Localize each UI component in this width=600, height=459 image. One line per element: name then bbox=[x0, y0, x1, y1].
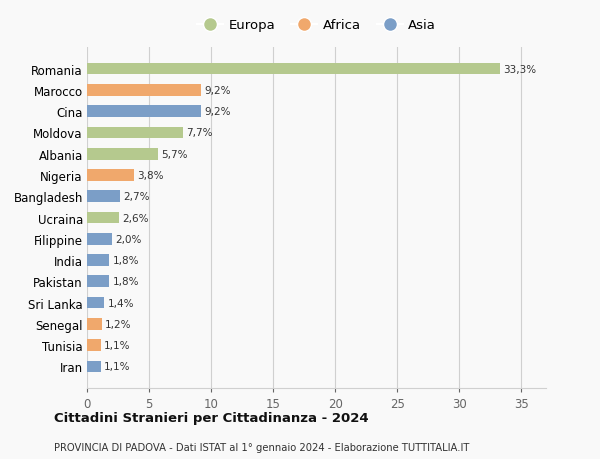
Text: 1,1%: 1,1% bbox=[104, 362, 130, 372]
Bar bbox=[87, 191, 121, 202]
Text: 33,3%: 33,3% bbox=[503, 64, 536, 74]
Text: 2,6%: 2,6% bbox=[122, 213, 149, 223]
Bar bbox=[87, 297, 104, 309]
Text: 1,2%: 1,2% bbox=[105, 319, 131, 329]
Bar bbox=[87, 318, 102, 330]
Text: 7,7%: 7,7% bbox=[185, 128, 212, 138]
Bar bbox=[87, 340, 101, 351]
Bar bbox=[87, 212, 119, 224]
Text: Cittadini Stranieri per Cittadinanza - 2024: Cittadini Stranieri per Cittadinanza - 2… bbox=[54, 412, 368, 425]
Bar bbox=[87, 361, 101, 372]
Bar bbox=[87, 170, 134, 181]
Bar bbox=[87, 276, 109, 287]
Text: 1,4%: 1,4% bbox=[107, 298, 134, 308]
Text: 5,7%: 5,7% bbox=[161, 149, 187, 159]
Text: 1,8%: 1,8% bbox=[112, 277, 139, 287]
Bar bbox=[87, 85, 201, 96]
Text: PROVINCIA DI PADOVA - Dati ISTAT al 1° gennaio 2024 - Elaborazione TUTTITALIA.IT: PROVINCIA DI PADOVA - Dati ISTAT al 1° g… bbox=[54, 442, 469, 452]
Bar bbox=[87, 149, 158, 160]
Text: 1,1%: 1,1% bbox=[104, 341, 130, 350]
Text: 2,7%: 2,7% bbox=[124, 192, 150, 202]
Bar bbox=[87, 106, 201, 118]
Legend: Europa, Africa, Asia: Europa, Africa, Asia bbox=[191, 14, 442, 38]
Text: 9,2%: 9,2% bbox=[204, 86, 231, 95]
Text: 2,0%: 2,0% bbox=[115, 234, 141, 244]
Text: 3,8%: 3,8% bbox=[137, 171, 164, 180]
Text: 9,2%: 9,2% bbox=[204, 107, 231, 117]
Bar bbox=[87, 234, 112, 245]
Text: 1,8%: 1,8% bbox=[112, 256, 139, 265]
Bar bbox=[87, 127, 182, 139]
Bar bbox=[87, 64, 500, 75]
Bar bbox=[87, 255, 109, 266]
